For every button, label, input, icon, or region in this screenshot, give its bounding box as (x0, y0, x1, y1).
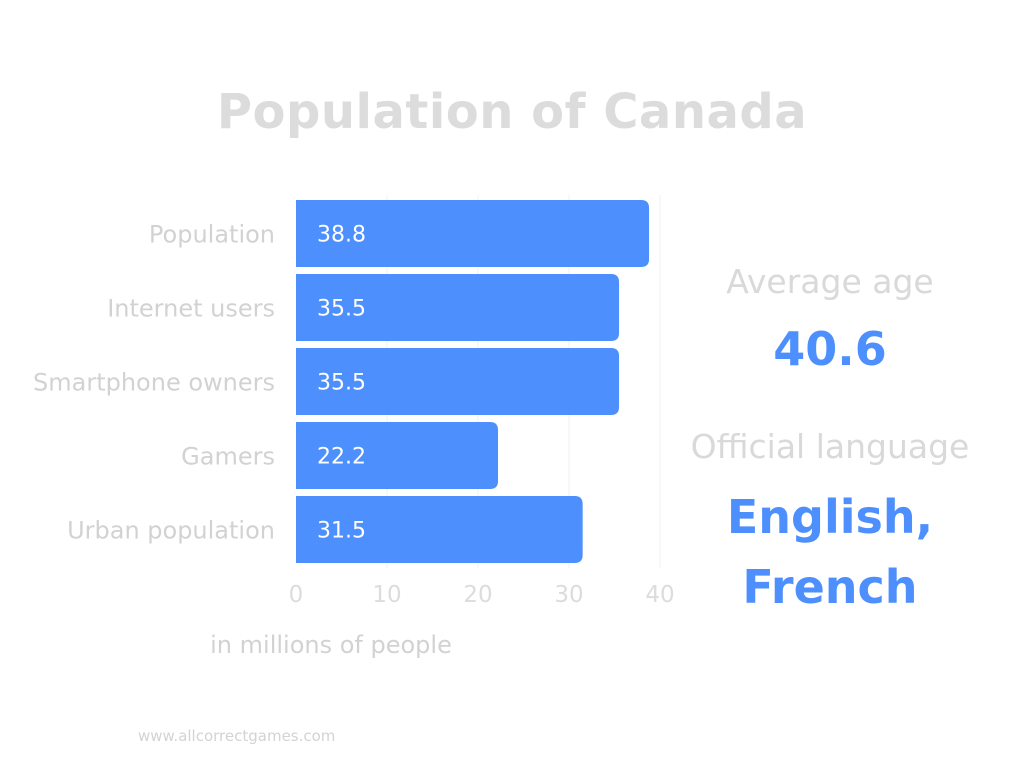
official-language-line-2: French (742, 560, 918, 614)
footer-url: www.allcorrectgames.com (138, 727, 336, 745)
category-label: Gamers (181, 443, 275, 471)
category-label: Urban population (67, 517, 275, 545)
official-language-value: English, French (680, 482, 980, 622)
x-tick-label: 40 (645, 582, 674, 608)
x-tick-label: 20 (463, 582, 492, 608)
category-label: Internet users (107, 295, 275, 323)
bar (296, 200, 650, 267)
bar-value-label: 38.8 (317, 223, 366, 248)
x-tick-label: 0 (289, 582, 304, 608)
official-language-label: Official language (690, 427, 970, 466)
chart-title: Population of Canada (216, 84, 808, 140)
official-language-line-1: English, (726, 490, 934, 544)
category-label: Population (149, 221, 275, 249)
average-age-value: 40.6 (773, 322, 887, 376)
bar (296, 348, 620, 415)
average-age-label: Average age (726, 262, 934, 301)
x-axis-label: in millions of people (210, 631, 452, 659)
bar-value-label: 31.5 (317, 519, 366, 544)
x-tick-label: 30 (554, 582, 583, 608)
bar (296, 274, 620, 341)
bar-value-label: 22.2 (317, 445, 366, 470)
bar (296, 422, 499, 489)
bar (296, 496, 583, 563)
x-tick-label: 10 (372, 582, 401, 608)
category-label: Smartphone owners (33, 369, 275, 397)
bar-value-label: 35.5 (317, 297, 366, 322)
bar-value-label: 35.5 (317, 371, 366, 396)
